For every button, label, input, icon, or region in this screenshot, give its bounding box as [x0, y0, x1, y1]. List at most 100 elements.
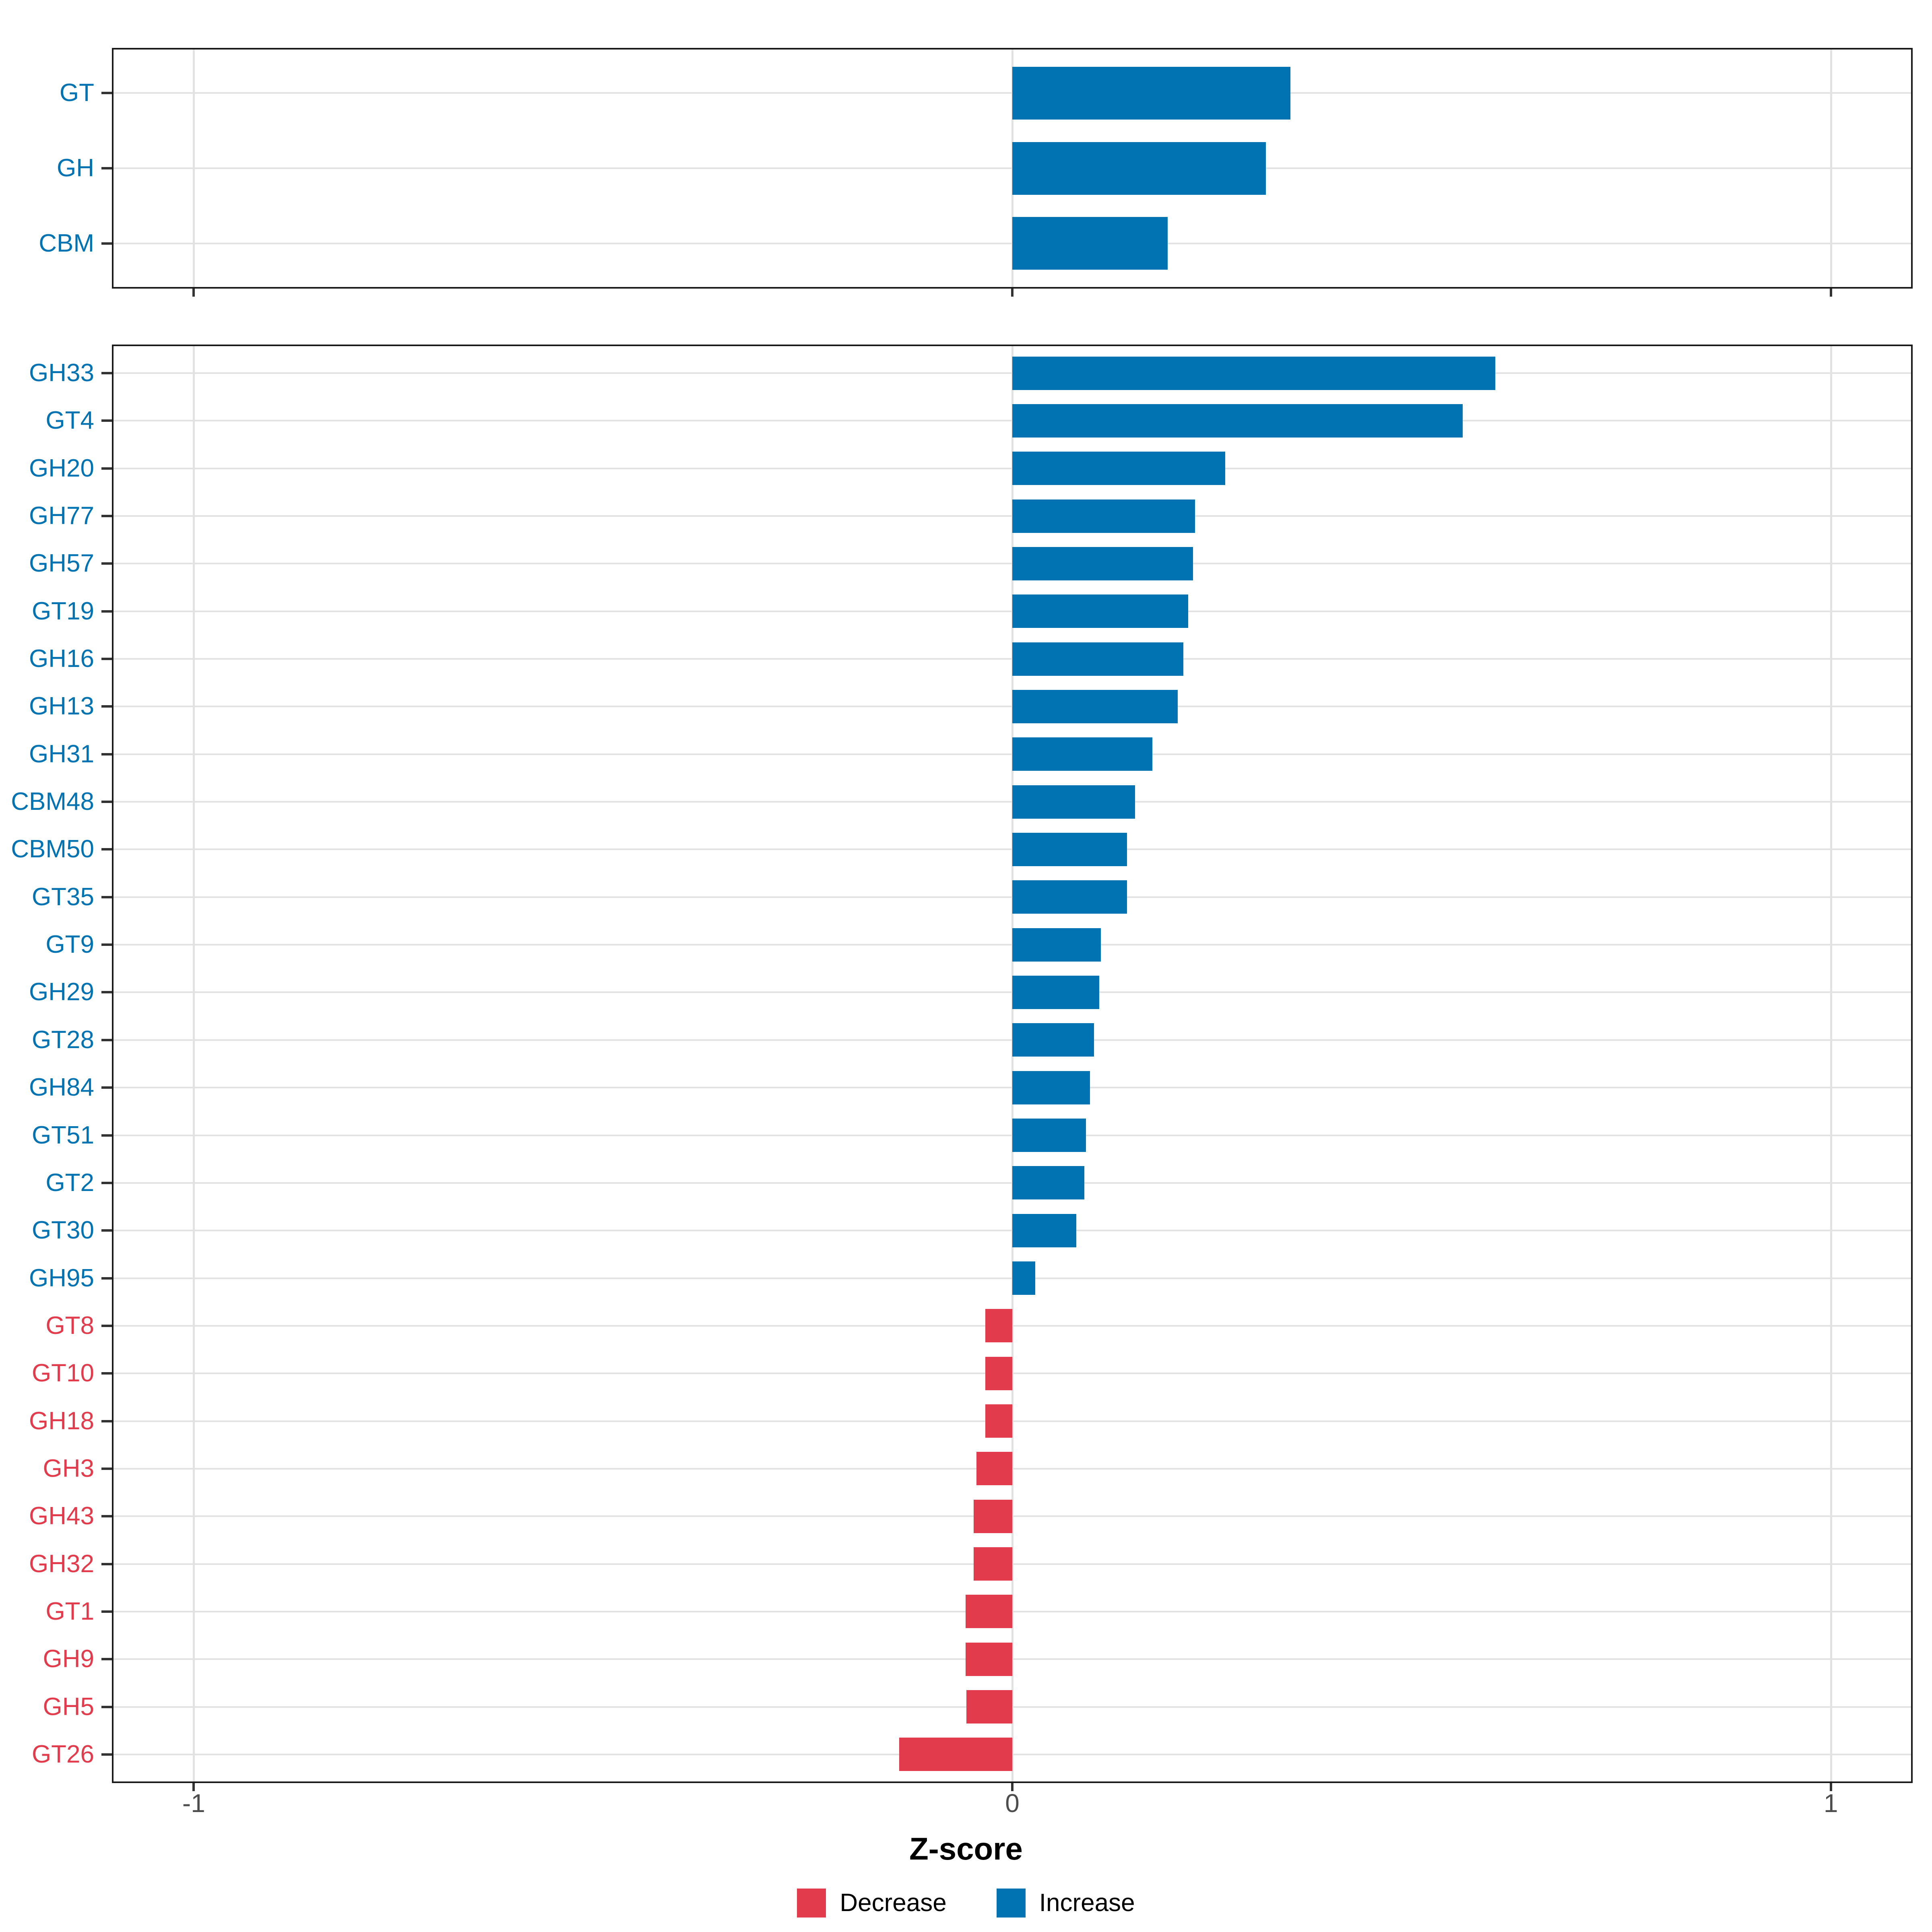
gridline-x-0	[1011, 346, 1013, 1781]
y-tick-mark	[101, 92, 112, 95]
category-label-GT19: GT19	[31, 597, 94, 625]
category-label-GT10: GT10	[31, 1359, 94, 1387]
y-tick-mark	[101, 1467, 112, 1470]
bar-CBM48	[1012, 785, 1135, 819]
bar-CBM50	[1012, 832, 1127, 866]
category-label-GT1: GT1	[45, 1597, 94, 1625]
top-panel	[112, 48, 1913, 289]
bar-GH3	[976, 1452, 1012, 1486]
bar-GH43	[974, 1499, 1012, 1533]
gridline-row	[114, 1658, 1911, 1660]
gridline-row	[114, 1610, 1911, 1612]
category-label-GH32: GH32	[29, 1550, 94, 1578]
category-label-GH18: GH18	[29, 1407, 94, 1435]
bar-GT35	[1012, 880, 1127, 914]
bar-GT28	[1012, 1023, 1094, 1057]
bar-GH31	[1012, 737, 1152, 771]
bar-GH32	[974, 1547, 1012, 1581]
bottom-panel	[112, 345, 1913, 1783]
bar-GT8	[985, 1309, 1012, 1343]
y-tick-mark	[101, 515, 112, 518]
y-tick-mark	[101, 1372, 112, 1375]
y-tick-mark	[101, 896, 112, 898]
category-label-GT4: GT4	[45, 407, 94, 435]
y-tick-mark	[101, 1515, 112, 1518]
category-label-GT: GT	[59, 79, 94, 107]
bar-CBM	[1012, 217, 1168, 270]
gridline-row	[114, 1515, 1911, 1517]
category-label-GT35: GT35	[31, 883, 94, 911]
category-label-GH95: GH95	[29, 1264, 94, 1292]
gridline-row	[114, 1706, 1911, 1708]
bar-GT51	[1012, 1119, 1086, 1152]
category-label-GT51: GT51	[31, 1121, 94, 1149]
bar-GH16	[1012, 642, 1184, 676]
category-label-GT8: GT8	[45, 1311, 94, 1340]
y-tick-mark	[101, 658, 112, 661]
category-label-GH16: GH16	[29, 645, 94, 673]
gridline-row	[114, 1753, 1911, 1755]
gridline-row	[114, 1373, 1911, 1375]
legend-label-increase: Increase	[1039, 1889, 1135, 1917]
x-axis-title: Z-score	[909, 1831, 1023, 1866]
y-tick-mark	[101, 753, 112, 755]
category-label-GH: GH	[57, 154, 94, 182]
y-tick-mark	[101, 1420, 112, 1422]
category-label-GH33: GH33	[29, 359, 94, 387]
bar-GH95	[1012, 1261, 1035, 1295]
y-tick-mark	[101, 1277, 112, 1280]
gridline-x-1	[1830, 346, 1832, 1781]
category-label-GT2: GT2	[45, 1168, 94, 1197]
x-tick-label--1: -1	[182, 1789, 205, 1818]
decrease-swatch-icon	[797, 1889, 826, 1918]
y-tick-mark	[101, 242, 112, 245]
y-tick-mark	[101, 610, 112, 613]
category-label-GH84: GH84	[29, 1073, 94, 1102]
category-label-GH57: GH57	[29, 549, 94, 578]
category-label-GH5: GH5	[43, 1693, 94, 1721]
legend-label-decrease: Decrease	[840, 1889, 947, 1917]
category-label-GH31: GH31	[29, 740, 94, 768]
category-label-GT26: GT26	[31, 1740, 94, 1768]
gridline-row	[114, 1325, 1911, 1327]
category-label-GH43: GH43	[29, 1502, 94, 1530]
gridline-row	[114, 1420, 1911, 1422]
category-label-GH29: GH29	[29, 978, 94, 1006]
category-label-GH77: GH77	[29, 502, 94, 530]
bar-GH33	[1012, 356, 1495, 390]
y-tick-mark	[101, 943, 112, 946]
bar-GH18	[985, 1404, 1012, 1438]
y-tick-mark	[101, 1610, 112, 1613]
x-tick-mark	[1829, 1783, 1832, 1791]
category-label-GH13: GH13	[29, 692, 94, 720]
y-tick-mark	[101, 705, 112, 708]
bar-GT26	[899, 1738, 1012, 1771]
y-tick-mark	[101, 1181, 112, 1184]
bar-GH57	[1012, 547, 1193, 580]
y-tick-mark	[101, 1753, 112, 1756]
y-tick-mark	[101, 1658, 112, 1661]
legend-item-increase: Increase	[996, 1889, 1135, 1918]
legend-item-decrease: Decrease	[797, 1889, 947, 1918]
category-label-CBM48: CBM48	[11, 788, 94, 816]
gridline-x--1	[193, 346, 195, 1781]
bar-GH29	[1012, 975, 1099, 1009]
x-tick-mark	[192, 289, 195, 297]
y-tick-mark	[101, 467, 112, 470]
x-tick-label-0: 0	[1005, 1789, 1020, 1818]
category-label-GH3: GH3	[43, 1454, 94, 1482]
increase-swatch-icon	[996, 1889, 1026, 1918]
bar-GT19	[1012, 594, 1189, 628]
category-label-GT28: GT28	[31, 1026, 94, 1054]
bar-GH20	[1012, 452, 1225, 485]
category-label-GT30: GT30	[31, 1216, 94, 1245]
bar-GH13	[1012, 689, 1178, 723]
y-tick-mark	[101, 1705, 112, 1708]
legend: Decrease Increase	[0, 1889, 1932, 1918]
bar-GT1	[966, 1595, 1012, 1629]
category-label-GH9: GH9	[43, 1645, 94, 1673]
bar-GH5	[966, 1690, 1012, 1724]
y-tick-mark	[101, 991, 112, 994]
gridline-row	[114, 1468, 1911, 1470]
y-tick-mark	[101, 1038, 112, 1041]
